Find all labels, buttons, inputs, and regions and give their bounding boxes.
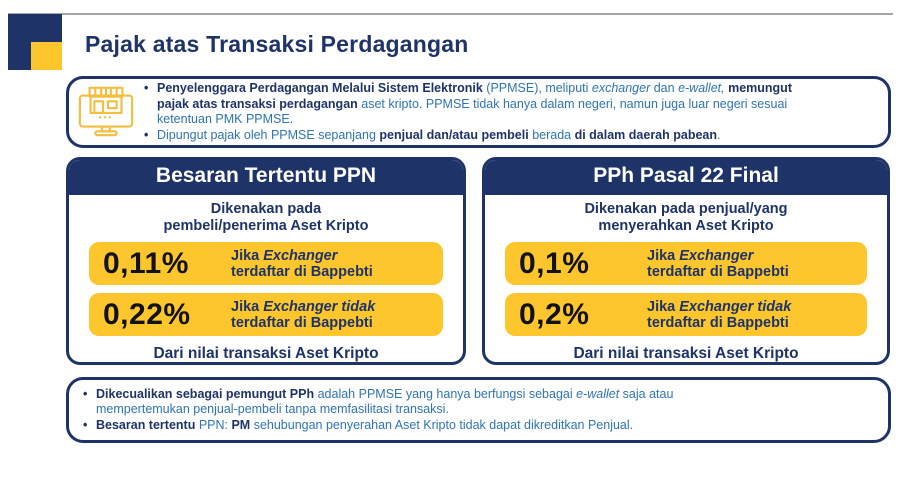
- panel-pph-title: PPh Pasal 22 Final: [485, 160, 887, 195]
- footnote-bullet-text: Besaran tertentu PPN: PM sehubungan peny…: [96, 417, 634, 432]
- corner-decoration-gold: [31, 42, 62, 70]
- rate-description: Jika Exchanger terdaftar di Bappebti: [647, 247, 789, 280]
- panel-pph: PPh Pasal 22 Final Dikenakan pada penjua…: [482, 157, 890, 365]
- panel-ppn: Besaran Tertentu PPN Dikenakan pada pembe…: [66, 157, 466, 365]
- panel-ppn-title: Besaran Tertentu PPN: [69, 160, 463, 195]
- bullet-marker: •: [144, 127, 149, 142]
- page-title: Pajak atas Transaksi Perdagangan: [85, 31, 469, 57]
- list-item: • Dikecualikan sebagai pemungut PPh adal…: [83, 387, 673, 418]
- rate-value: 0,11%: [103, 246, 189, 280]
- panel-pph-subtitle: Dikenakan pada penjual/yang menyerahkan A…: [584, 201, 788, 234]
- rate-description: Jika Exchanger tidak terdaftar di Bappebt…: [647, 298, 792, 331]
- rate-description: Jika Exchanger terdaftar di Bappebti: [231, 247, 373, 280]
- footnote-bullet-text: Dikecualikan sebagai pemungut PPh adalah…: [96, 386, 674, 417]
- rate-value: 0,1%: [519, 246, 590, 280]
- panel-pph-footer: Dari nilai transaksi Aset Kripto: [573, 345, 799, 362]
- bullet-marker: •: [83, 417, 88, 432]
- rate-row: 0,11% Jika Exchanger terdaftar di Bappebt…: [89, 242, 443, 285]
- panel-ppn-subtitle: Dikenakan pada pembeli/penerima Aset Krip…: [163, 201, 369, 234]
- list-item: • Penyelenggara Perdagangan Melalui Sist…: [144, 81, 792, 128]
- list-item: • Dipungut pajak oleh PPMSE sepanjang pe…: [144, 128, 792, 144]
- intro-bullet-list: • Penyelenggara Perdagangan Melalui Sist…: [144, 81, 792, 143]
- intro-bullet-text: Penyelenggara Perdagangan Melalui Sistem…: [157, 81, 792, 126]
- top-divider: [8, 13, 893, 15]
- list-item: • Besaran tertentu PPN: PM sehubungan pe…: [83, 418, 673, 434]
- intro-note-box: • Penyelenggara Perdagangan Melalui Sist…: [66, 76, 891, 148]
- rate-value: 0,2%: [519, 297, 590, 331]
- rate-row: 0,2% Jika Exchanger tidak terdaftar di Ba…: [505, 293, 867, 336]
- rate-row: 0,22% Jika Exchanger tidak terdaftar di B…: [89, 293, 443, 336]
- footnote-bullet-list: • Dikecualikan sebagai pemungut PPh adal…: [83, 387, 673, 434]
- intro-bullet-text: Dipungut pajak oleh PPMSE sepanjang penj…: [157, 127, 721, 142]
- rate-value: 0,22%: [103, 297, 191, 331]
- bullet-marker: •: [83, 386, 88, 401]
- bullet-marker: •: [144, 81, 149, 95]
- rate-description: Jika Exchanger tidak terdaftar di Bappebt…: [231, 298, 376, 331]
- panel-ppn-footer: Dari nilai transaksi Aset Kripto: [153, 345, 379, 362]
- rate-row: 0,1% Jika Exchanger terdaftar di Bappebti: [505, 242, 867, 285]
- footnote-box: • Dikecualikan sebagai pemungut PPh adal…: [66, 377, 891, 443]
- online-store-icon: [78, 86, 134, 137]
